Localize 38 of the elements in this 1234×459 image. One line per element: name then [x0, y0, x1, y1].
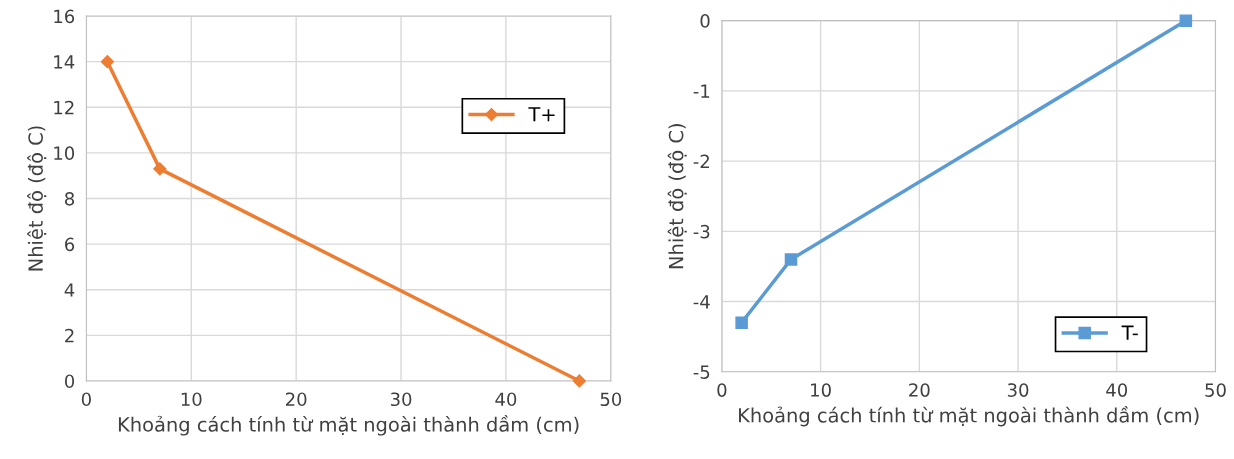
- x-tick-label: 0: [81, 392, 91, 407]
- x-tick-label: 30: [390, 392, 412, 407]
- y-tick-label: 14: [54, 55, 75, 69]
- x-tick-label: 40: [1106, 383, 1128, 397]
- point: [784, 253, 798, 266]
- x-tick-label: 50: [1205, 383, 1226, 397]
- y-tick-label: 2: [65, 328, 74, 343]
- legend-label: T+: [528, 107, 555, 122]
- y-tick-label: 4: [64, 283, 75, 297]
- point: [572, 374, 586, 388]
- x-tick-label: 20: [286, 392, 307, 407]
- y-tick-label: 0: [700, 14, 710, 28]
- y-tick-label: 16: [54, 9, 75, 24]
- y-axis-title: Nhiệt độ (độ C): [667, 124, 687, 269]
- point: [100, 55, 114, 69]
- x-tick-label: 20: [909, 383, 930, 397]
- x-tick-label: 10: [181, 392, 202, 407]
- y-tick-label: -3: [693, 224, 710, 239]
- x-tick-label: 50: [600, 392, 622, 407]
- point: [153, 162, 167, 176]
- x-tick-label: 30: [1007, 383, 1029, 397]
- y-tick-label: 12: [54, 100, 74, 115]
- legend-label: T-: [1121, 325, 1138, 340]
- y-tick-label: -1: [693, 84, 710, 98]
- y-tick-label: -5: [693, 365, 710, 379]
- y-tick-label: 6: [65, 237, 75, 252]
- point: [735, 316, 748, 329]
- y-axis-title: Nhiệt độ (độ C): [27, 126, 47, 271]
- y-tick-label: 8: [65, 191, 75, 206]
- y-tick-label: -4: [693, 295, 710, 309]
- y-tick-label: -2: [693, 154, 709, 168]
- x-axis-title: Khoảng cách tính từ mặt ngoài thành dầm (cm): [118, 415, 579, 436]
- y-tick-label: 10: [54, 146, 75, 161]
- x-tick-label: 40: [495, 392, 517, 407]
- x-axis-title: Khoảng cách tính từ mặt ngoài thành dầm (cm): [739, 405, 1199, 427]
- x-tick-label: 0: [717, 383, 727, 397]
- x-tick-label: 10: [811, 383, 831, 397]
- point: [1179, 14, 1193, 27]
